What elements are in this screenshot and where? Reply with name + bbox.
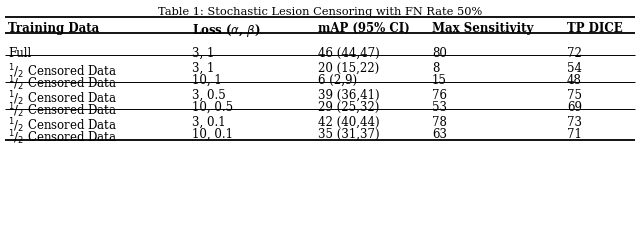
Text: 76: 76: [432, 89, 447, 102]
Text: 3, 0.1: 3, 0.1: [192, 116, 226, 129]
Text: $^{1}/_{2}$ Censored Data: $^{1}/_{2}$ Censored Data: [8, 128, 117, 147]
Text: 78: 78: [432, 116, 447, 129]
Text: 10, 0.1: 10, 0.1: [192, 128, 233, 141]
Text: Max Sensitivity: Max Sensitivity: [432, 22, 533, 35]
Text: 69: 69: [567, 101, 582, 114]
Text: $^{1}/_{2}$ Censored Data: $^{1}/_{2}$ Censored Data: [8, 62, 117, 81]
Text: 53: 53: [432, 101, 447, 114]
Text: Training Data: Training Data: [8, 22, 99, 35]
Text: $^{1}/_{2}$ Censored Data: $^{1}/_{2}$ Censored Data: [8, 101, 117, 120]
Text: $^{1}/_{2}$ Censored Data: $^{1}/_{2}$ Censored Data: [8, 89, 117, 108]
Text: 63: 63: [432, 128, 447, 141]
Text: mAP (95% CI): mAP (95% CI): [318, 22, 410, 35]
Text: Table 1: Stochastic Lesion Censoring with FN Rate 50%: Table 1: Stochastic Lesion Censoring wit…: [158, 7, 482, 17]
Text: 42 (40,44): 42 (40,44): [318, 116, 380, 129]
Text: 71: 71: [567, 128, 582, 141]
Text: 73: 73: [567, 116, 582, 129]
Text: $^{1}/_{2}$ Censored Data: $^{1}/_{2}$ Censored Data: [8, 74, 117, 93]
Text: 75: 75: [567, 89, 582, 102]
Text: 20 (15,22): 20 (15,22): [318, 62, 380, 75]
Text: Loss ($\alpha$, $\beta$): Loss ($\alpha$, $\beta$): [192, 22, 260, 39]
Text: 80: 80: [432, 47, 447, 60]
Text: 48: 48: [567, 74, 582, 87]
Text: 39 (36,41): 39 (36,41): [318, 89, 380, 102]
Text: 29 (25,32): 29 (25,32): [318, 101, 380, 114]
Text: 46 (44,47): 46 (44,47): [318, 47, 380, 60]
Text: 10, 0.5: 10, 0.5: [192, 101, 233, 114]
Text: 15: 15: [432, 74, 447, 87]
Text: 10, 1: 10, 1: [192, 74, 221, 87]
Text: 3, 1: 3, 1: [192, 62, 214, 75]
Text: Full: Full: [8, 47, 31, 60]
Text: $^{1}/_{2}$ Censored Data: $^{1}/_{2}$ Censored Data: [8, 116, 117, 135]
Text: 3, 0.5: 3, 0.5: [192, 89, 226, 102]
Text: 35 (31,37): 35 (31,37): [318, 128, 380, 141]
Text: TP DICE: TP DICE: [567, 22, 623, 35]
Text: 54: 54: [567, 62, 582, 75]
Text: 6 (2,9): 6 (2,9): [318, 74, 357, 87]
Text: 3, 1: 3, 1: [192, 47, 214, 60]
Text: 72: 72: [567, 47, 582, 60]
Text: 8: 8: [432, 62, 440, 75]
